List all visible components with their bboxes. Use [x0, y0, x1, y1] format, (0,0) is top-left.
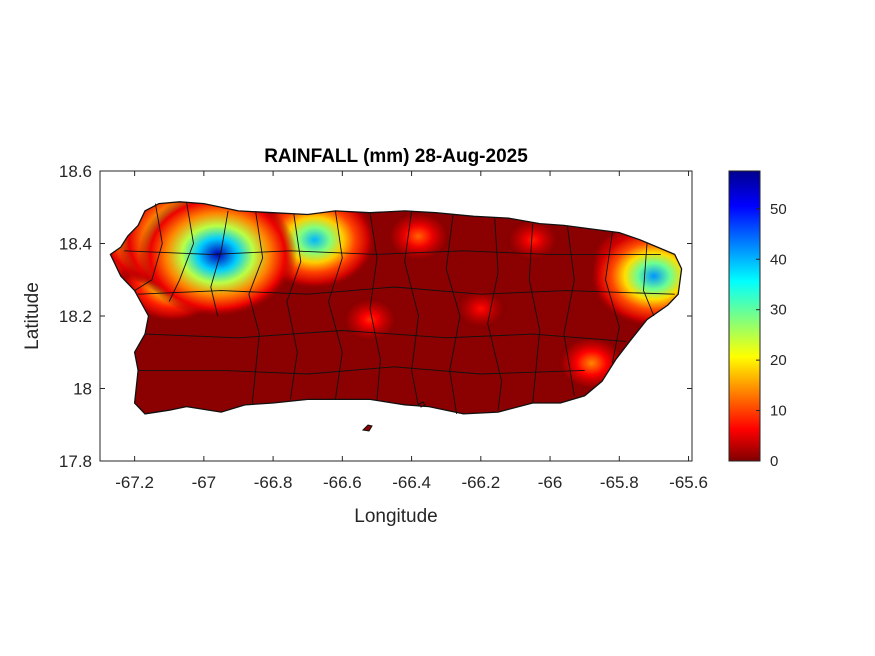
x-tick-label: -65.8 — [600, 473, 639, 492]
municipality-boundary — [134, 203, 163, 291]
x-tick-label: -66.2 — [461, 473, 500, 492]
municipality-boundary — [168, 201, 194, 302]
colorbar-tick-label: 50 — [770, 201, 787, 218]
rainfall-hotspot — [342, 297, 398, 342]
colorbar-tick-label: 20 — [770, 352, 787, 369]
municipality-boundary — [487, 218, 503, 411]
municipality-boundary — [404, 210, 419, 407]
municipality-boundary — [563, 225, 575, 396]
y-axis: 17.8 18 18.2 18.4 18.6 — [59, 162, 692, 471]
municipality-boundary — [248, 212, 264, 404]
municipality-boundary — [605, 232, 620, 364]
map-title: RAINFALL (mm) 28-Aug-2025 — [264, 146, 528, 167]
municipality-boundary — [369, 212, 381, 400]
municipality-boundary — [286, 214, 302, 400]
y-tick-label: 18.4 — [59, 235, 92, 254]
rainfall-hotspot — [455, 288, 507, 330]
colorbar-ticks: 0 10 20 30 40 50 — [756, 201, 787, 470]
colorbar-tick-label: 40 — [770, 251, 787, 268]
municipality-boundary — [643, 243, 655, 317]
municipality-boundary — [138, 366, 585, 375]
y-tick-label: 17.8 — [59, 452, 92, 471]
rainfall-hotspot — [387, 211, 450, 262]
puerto-rico-coastline — [109, 201, 683, 415]
municipality-boundary — [144, 330, 627, 342]
y-tick-label: 18 — [73, 380, 92, 399]
x-axis: -67.2 -67 -66.8 -66.6 -66.4 -66.2 -66 -65.8 -65.… — [115, 171, 708, 492]
municipality-boundary — [138, 286, 675, 295]
x-tick-label: -66.4 — [392, 473, 431, 492]
colorbar-tick-label: 0 — [770, 453, 778, 470]
rainfall-hotspot — [506, 218, 560, 262]
small-cay — [418, 401, 426, 408]
colorbar — [728, 170, 761, 462]
municipality-boundaries — [124, 201, 675, 414]
municipality-boundary — [124, 250, 661, 255]
x-tick-label: -67 — [192, 473, 217, 492]
x-tick-label: -66.6 — [323, 473, 362, 492]
municipality-boundary — [445, 214, 461, 414]
x-tick-label: -65.6 — [669, 473, 708, 492]
municipality-boundary — [210, 210, 229, 317]
x-tick-label: -66.8 — [254, 473, 293, 492]
municipality-boundary — [528, 223, 541, 404]
y-tick-label: 18.2 — [59, 307, 92, 326]
x-axis-label: Longitude — [354, 506, 437, 527]
rainfall-hotspot — [589, 224, 682, 328]
colorbar-tick-label: 30 — [770, 302, 787, 319]
x-tick-label: -67.2 — [115, 473, 154, 492]
x-tick-label: -66 — [538, 473, 563, 492]
y-axis-label: Latitude — [22, 282, 43, 350]
rainfall-field — [109, 201, 683, 432]
y-tick-label: 18.6 — [59, 162, 92, 181]
municipality-boundary — [328, 210, 343, 400]
colorbar-tick-label: 10 — [770, 403, 787, 420]
caja-de-muertos-island — [361, 424, 373, 432]
